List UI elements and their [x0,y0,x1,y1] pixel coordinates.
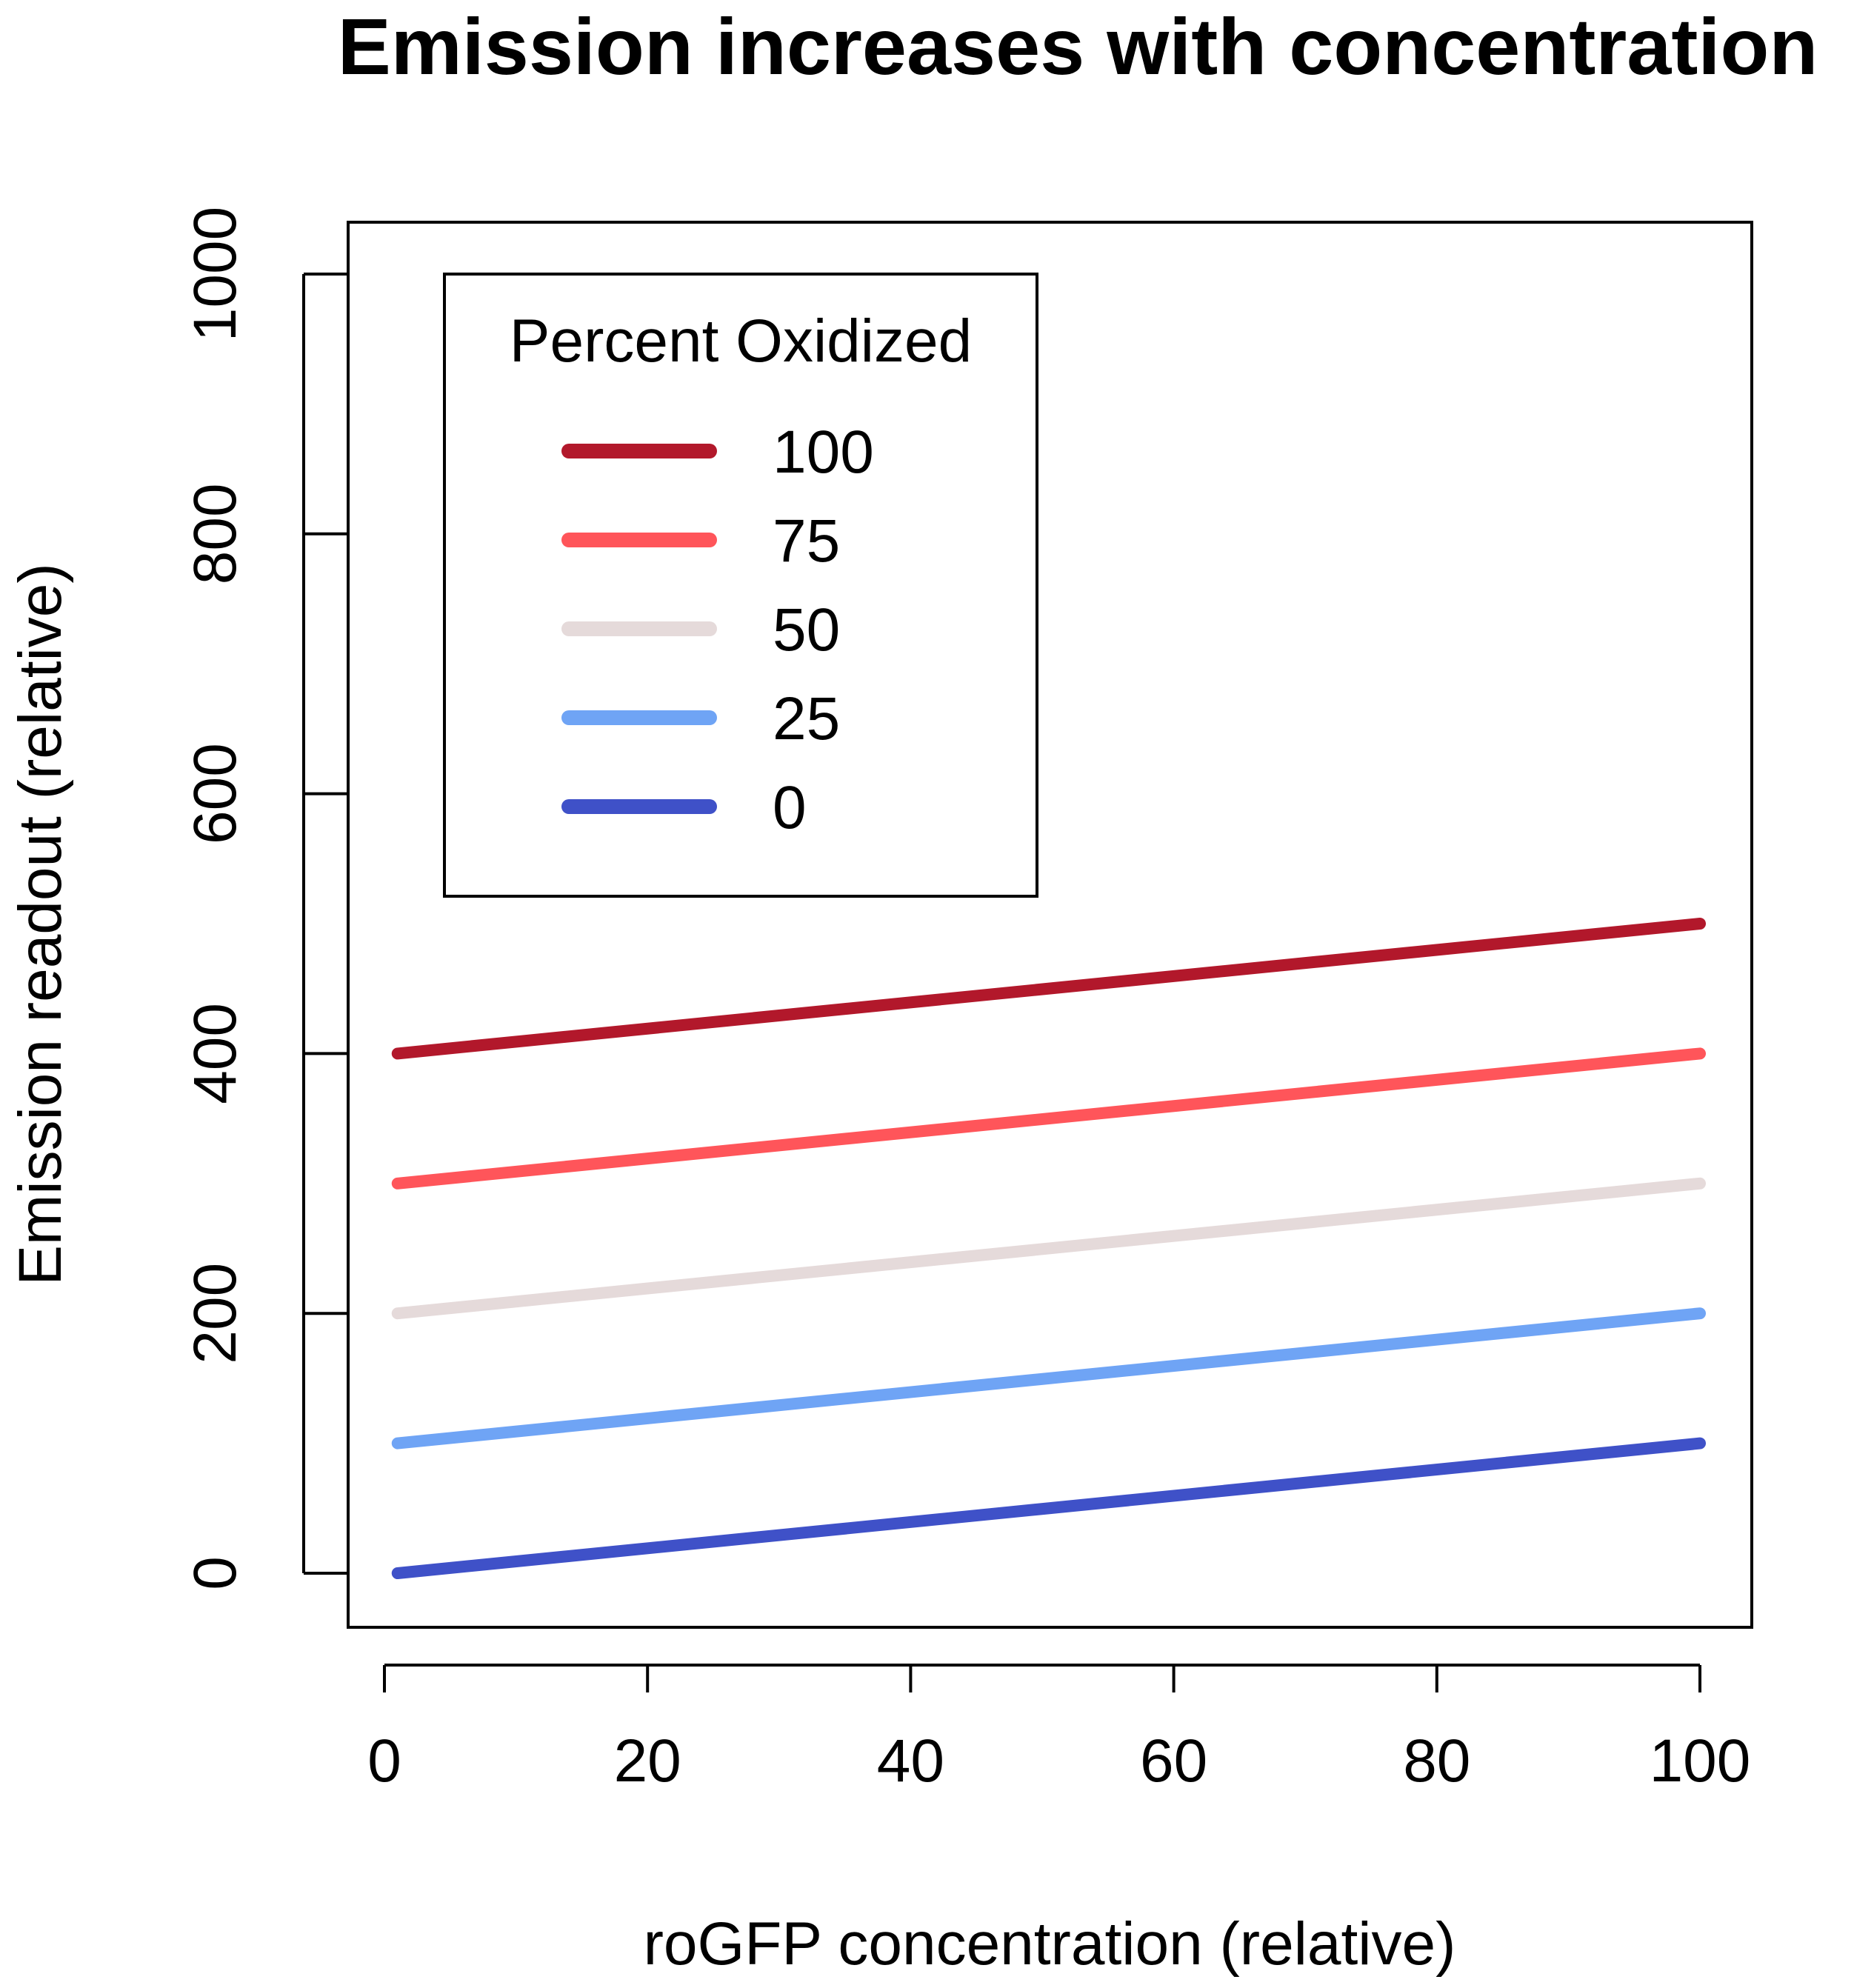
x-tick-label: 80 [1403,1727,1470,1795]
x-tick-label: 60 [1140,1727,1207,1795]
series-line-25 [391,1307,1706,1450]
legend-label-0: 0 [773,774,807,841]
y-tick-label: 400 [181,1003,249,1104]
x-axis-label: roGFP concentration (relative) [644,1910,1456,1978]
legend-entries: 100 75 50 25 0 [561,418,874,841]
plot-frame [347,221,1753,1629]
legend-label-75: 75 [773,507,840,575]
series-line-75 [391,1047,1706,1190]
series-lines [391,918,1706,1579]
series-line-50 [391,1177,1706,1320]
legend-label-50: 50 [773,596,840,664]
legend: Percent Oxidized 100 75 50 25 0 [443,273,1038,898]
y-axis: 0 200 400 600 800 1000 [181,207,348,1590]
legend-title: Percent Oxidized [510,307,972,375]
x-tick-label: 100 [1650,1727,1751,1795]
x-tick-label: 0 [367,1727,401,1795]
y-tick-label: 0 [181,1556,249,1590]
legend-label-25: 25 [773,685,840,753]
series-line-100 [391,918,1706,1060]
y-tick-label: 600 [181,743,249,844]
x-tick-label: 20 [614,1727,681,1795]
y-tick-label: 200 [181,1263,249,1364]
series-line-0 [391,1437,1706,1579]
legend-label-100: 100 [773,418,874,486]
y-tick-label: 1000 [181,207,249,341]
y-tick-label: 800 [181,483,249,584]
x-tick-label: 40 [877,1727,944,1795]
x-axis: 0 20 40 60 80 100 [367,1664,1751,1795]
chart-title: Emission increases with concentration [338,1,1818,91]
legend-box [443,273,1038,898]
y-axis-label: Emission readout (relative) [7,563,74,1285]
